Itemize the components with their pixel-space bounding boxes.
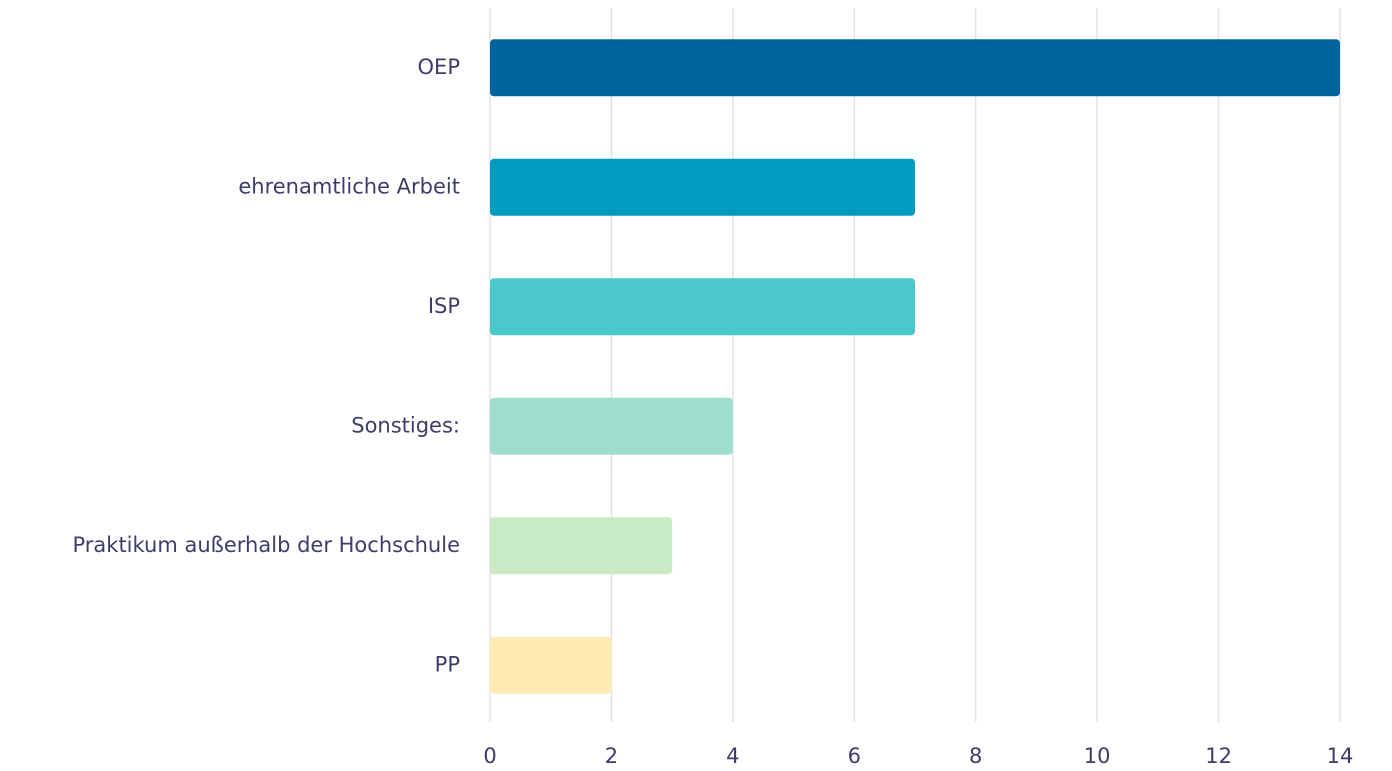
x-tick-label: 12 (1205, 744, 1232, 768)
x-tick-label: 14 (1327, 744, 1354, 768)
x-tick-label: 6 (848, 744, 861, 768)
bar (490, 158, 915, 216)
bar (490, 278, 915, 336)
x-tick-label: 4 (726, 744, 739, 768)
bar (490, 397, 733, 455)
x-tick-label: 2 (605, 744, 618, 768)
y-tick-label: Praktikum außerhalb der Hochschule (72, 533, 460, 557)
x-tick-label: 10 (1084, 744, 1111, 768)
y-tick-label: ISP (428, 294, 460, 318)
bar (490, 517, 673, 575)
x-tick-label: 8 (969, 744, 982, 768)
y-tick-label: OEP (418, 55, 460, 79)
x-tick-label: 0 (483, 744, 496, 768)
bar (490, 636, 612, 694)
y-tick-label: ehrenamtliche Arbeit (238, 174, 460, 198)
y-tick-label: PP (435, 652, 460, 676)
bar (490, 39, 1340, 97)
y-tick-label: Sonstiges: (351, 413, 460, 437)
